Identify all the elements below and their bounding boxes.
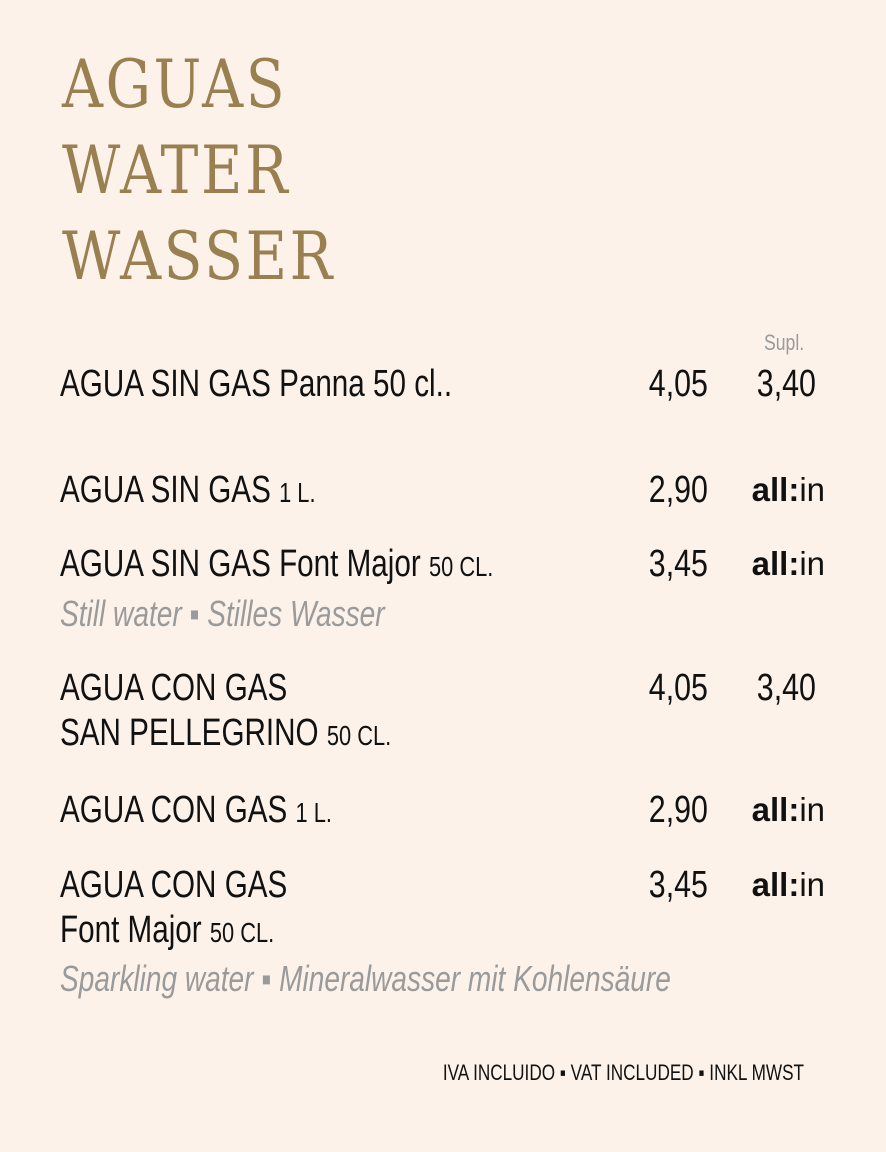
item-size: 1 L.: [279, 477, 316, 508]
item-supl: 3,40: [756, 667, 816, 709]
item-name-text: Font Major: [60, 909, 202, 951]
item-name-text: SAN PELLEGRINO: [60, 712, 319, 754]
allin-badge: all:in: [752, 468, 825, 512]
allin-rest: in: [799, 866, 825, 903]
allin-rest: in: [799, 471, 825, 508]
item-name-text: AGUA CON GAS: [60, 789, 288, 831]
item-supl: 3,40: [756, 363, 816, 405]
item-name-line2: SAN PELLEGRINO 50 CL.: [60, 711, 391, 758]
title-wasser: WASSER: [62, 218, 335, 295]
sparkling-description: Sparkling water ▪ Mineralwasser mit Kohl…: [60, 958, 671, 999]
allin-badge: all:in: [752, 863, 825, 907]
item-name: AGUA SIN GAS 1 L.: [60, 468, 316, 515]
item-size: 50 CL.: [428, 551, 494, 582]
allin-bold: all:: [751, 471, 800, 508]
item-price: 3,45: [648, 864, 708, 906]
allin-rest: in: [799, 791, 825, 828]
item-name: AGUA SIN GAS Font Major 50 CL.: [60, 542, 493, 589]
item-name: AGUA CON GAS 1 L.: [60, 788, 332, 835]
footer-tax-note: IVA INCLUIDO ▪ VAT INCLUDED ▪ INKL MWST: [442, 1060, 804, 1085]
supl-label: Supl.: [763, 330, 804, 355]
item-name: AGUA SIN GAS Panna 50 cl..: [60, 363, 453, 405]
title-water: WATER: [62, 132, 291, 209]
item-price: 4,05: [648, 667, 708, 709]
item-name: AGUA CON GAS: [60, 864, 288, 906]
item-price: 2,90: [648, 469, 708, 511]
item-size: 50 CL.: [209, 917, 275, 948]
item-name: AGUA CON GAS: [60, 667, 288, 709]
item-price: 3,45: [648, 543, 708, 585]
allin-bold: all:: [751, 866, 800, 903]
item-size: 50 CL.: [326, 720, 392, 751]
item-name-text: AGUA SIN GAS: [60, 469, 271, 511]
allin-rest: in: [799, 545, 825, 582]
allin-badge: all:in: [752, 788, 825, 832]
item-name-text: AGUA SIN GAS Font Major: [60, 543, 421, 585]
still-description: Still water ▪ Stilles Wasser: [60, 593, 385, 634]
allin-bold: all:: [751, 545, 800, 582]
item-price: 2,90: [648, 789, 708, 831]
item-price: 4,05: [648, 363, 708, 405]
item-name-line2: Font Major 50 CL.: [60, 908, 274, 955]
allin-badge: all:in: [752, 542, 825, 586]
title-aguas: AGUAS: [62, 46, 288, 123]
item-size: 1 L.: [295, 797, 332, 828]
allin-bold: all:: [751, 791, 800, 828]
